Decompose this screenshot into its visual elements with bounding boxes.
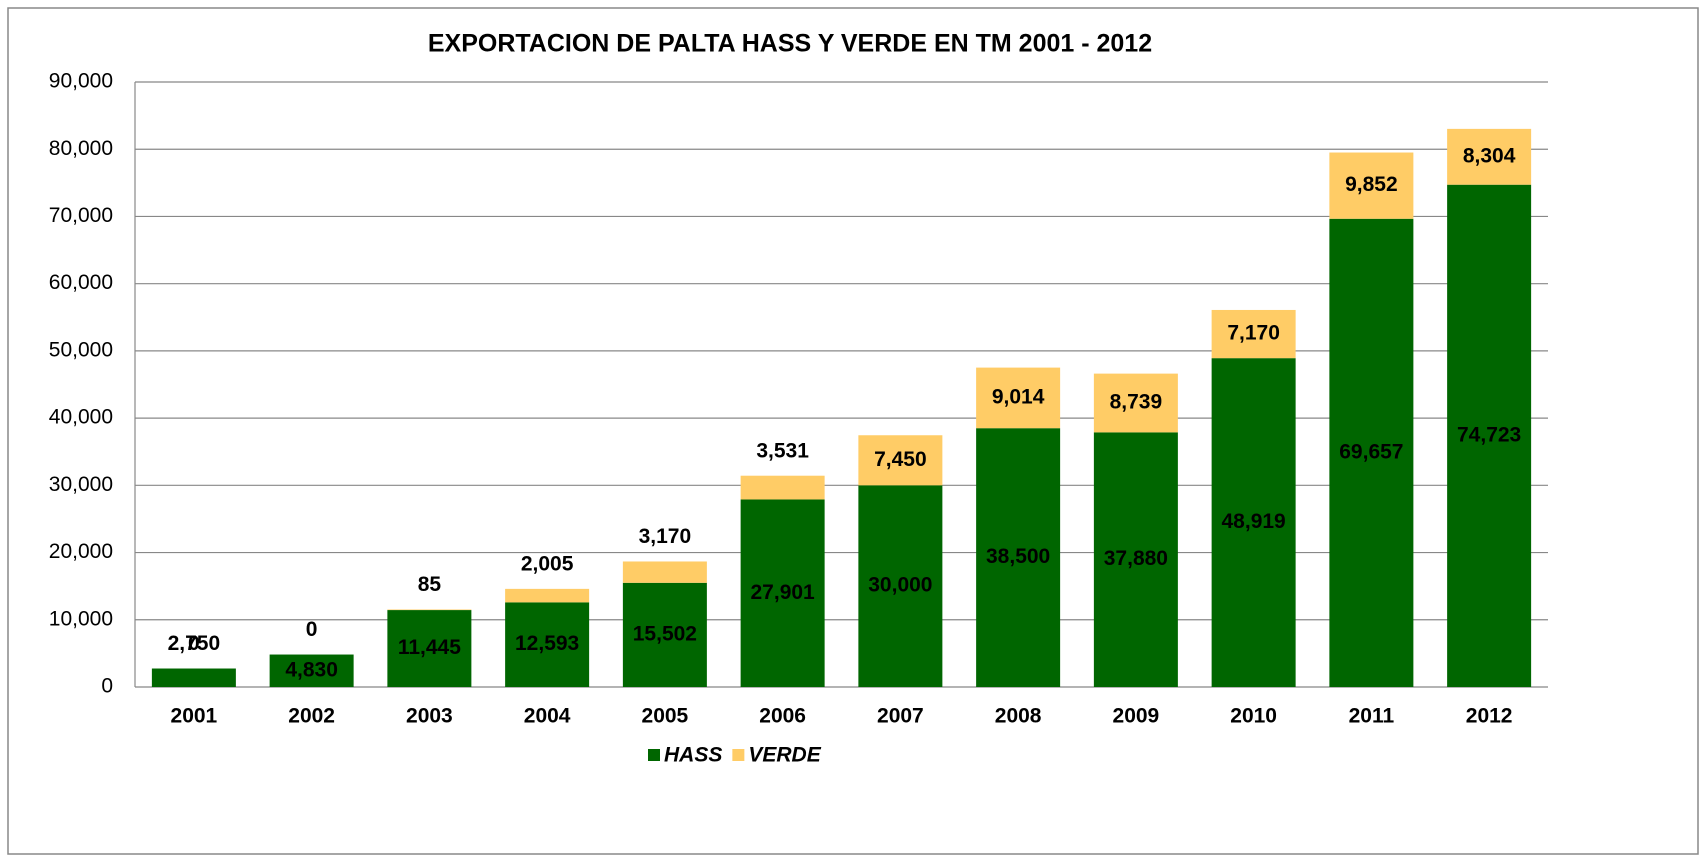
legend-label: HASS [664,744,722,767]
x-tick-label: 2009 [1113,705,1160,728]
x-tick-label: 2003 [406,705,453,728]
data-label: 30,000 [868,574,932,597]
x-tick-label: 2008 [995,705,1042,728]
x-tick-label: 2007 [877,705,924,728]
data-label: 37,880 [1104,547,1168,570]
x-tick-label: 2011 [1349,705,1395,728]
bar-segment [269,654,354,687]
bar-segment [387,609,472,611]
chart-title: EXPORTACION DE PALTA HASS Y VERDE EN TM … [428,30,1152,58]
bar-segment [151,668,236,687]
bar-segment [505,588,590,603]
bar-segment [1093,373,1178,433]
data-label: 3,531 [756,439,809,462]
data-label: 85 [418,573,442,596]
bar-segment [858,485,943,687]
data-label: 9,014 [992,385,1045,408]
y-tick-label: 20,000 [49,540,113,563]
bar-segment [740,475,825,500]
x-tick-label: 2010 [1230,705,1277,728]
bar-segment [622,561,707,583]
bar-segment [1447,184,1532,688]
bar-segment [976,367,1061,429]
data-label: 8,739 [1110,391,1163,414]
data-label: 11,445 [398,636,461,659]
data-label: 2,005 [521,552,574,575]
data-label: 9,852 [1345,173,1398,196]
x-tick-label: 2002 [288,705,335,728]
x-tick-label: 2012 [1466,705,1513,728]
x-tick-label: 2006 [759,705,806,728]
data-label: 3,170 [639,525,692,548]
bar-segment [1211,358,1296,687]
bar-segment [1093,432,1178,687]
legend-swatch [648,749,660,761]
bar-segment [1329,152,1414,219]
x-tick-label: 2001 [171,705,218,728]
data-label: 74,723 [1457,423,1521,446]
data-label: 69,657 [1339,440,1403,463]
data-label: 4,830 [285,658,338,681]
y-tick-label: 0 [101,675,113,698]
bar-segment [622,582,707,687]
data-label: 0 [306,618,318,641]
data-label: 27,901 [751,581,816,604]
data-label: 38,500 [986,545,1050,568]
bar-segment [1211,309,1296,359]
bar-segment [858,435,943,486]
x-tick-label: 2005 [642,705,689,728]
y-tick-label: 90,000 [49,70,113,93]
y-tick-label: 80,000 [49,137,113,160]
data-label: 0 [188,632,200,655]
data-label: 48,919 [1222,510,1286,533]
data-label: 7,450 [874,448,927,471]
bar-segment [740,499,825,687]
bar-segment [1329,218,1414,687]
legend-label: VERDE [748,744,821,767]
data-label: 15,502 [633,622,697,645]
bar-segment [387,610,472,687]
legend-swatch [732,749,745,761]
bar-segment [1447,128,1532,185]
bar-segment [976,428,1061,687]
y-tick-label: 70,000 [49,204,113,227]
data-label: 2,750 [168,632,221,655]
y-tick-label: 40,000 [49,406,113,429]
y-tick-label: 50,000 [49,338,113,361]
data-label: 7,170 [1227,322,1280,345]
bar-segment [505,602,590,687]
chart-border [7,7,1699,855]
y-tick-label: 60,000 [49,271,113,294]
data-label: 8,304 [1463,144,1516,167]
y-tick-label: 10,000 [49,607,113,630]
x-tick-label: 2004 [524,705,571,728]
y-tick-label: 30,000 [49,473,113,496]
data-label: 12,593 [515,632,579,655]
